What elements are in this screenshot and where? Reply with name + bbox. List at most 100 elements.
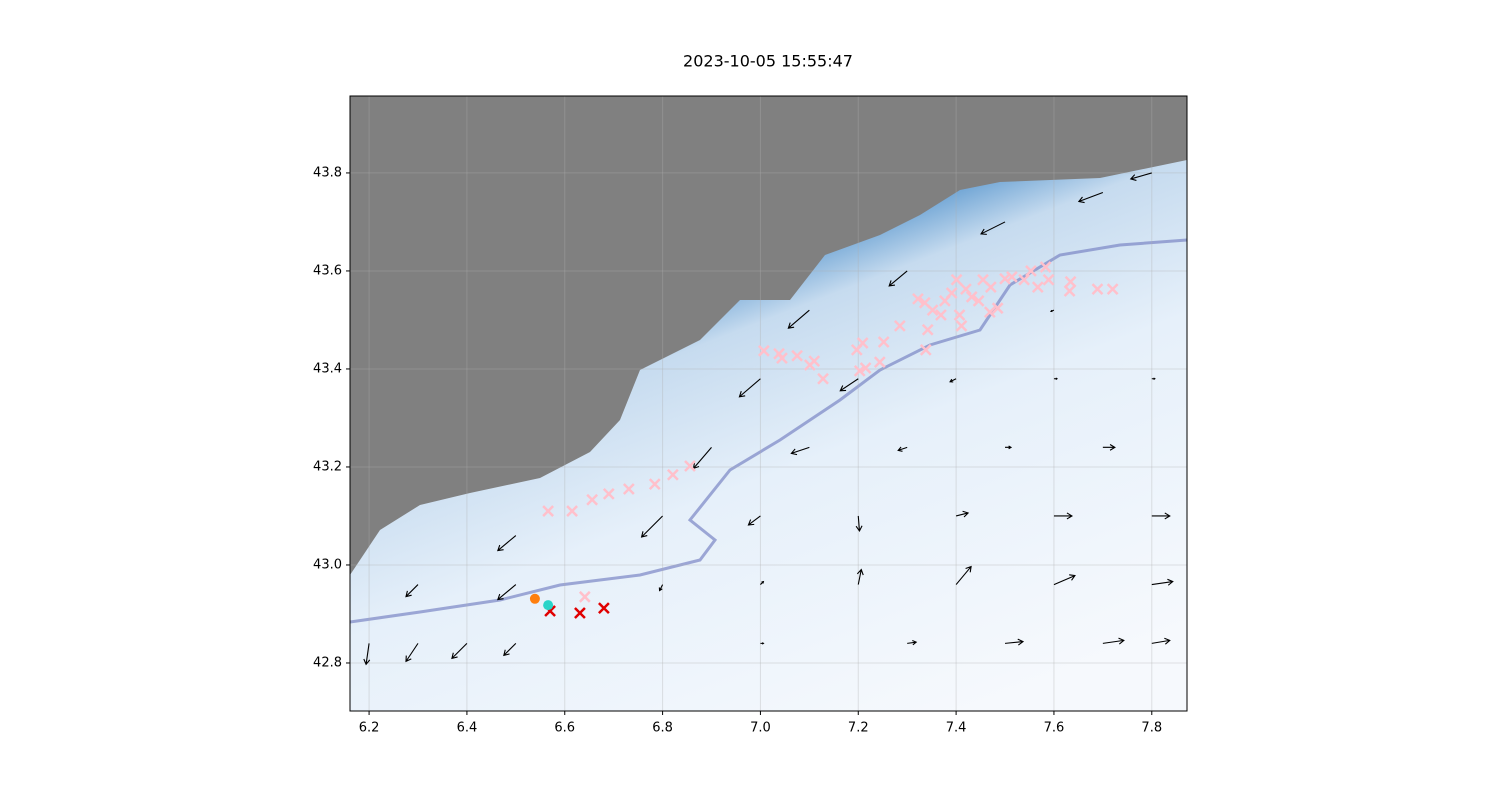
current-arrow	[897, 446, 908, 452]
x-tick-label: 7.4	[946, 721, 967, 736]
sea	[350, 160, 1187, 711]
current-arrow	[640, 515, 663, 538]
current-arrow	[955, 565, 972, 585]
cross-marker	[919, 343, 932, 356]
current-arrow	[1049, 309, 1055, 313]
cross-marker	[984, 281, 997, 293]
current-arrow	[1151, 377, 1156, 380]
cross-marker	[586, 493, 599, 506]
current-arrow	[1151, 637, 1171, 645]
current-arrow	[658, 584, 664, 592]
current-arrow	[855, 515, 863, 533]
current-arrow	[1102, 444, 1116, 451]
cross-marker	[1064, 275, 1077, 288]
isobath	[350, 238, 1187, 624]
cross-marker	[853, 365, 866, 377]
current-arrow	[1004, 638, 1025, 646]
current-arrow	[451, 642, 468, 660]
cross-marker	[972, 294, 985, 307]
current-arrow	[1151, 512, 1171, 520]
x-tick-label: 6.4	[457, 721, 478, 736]
current-arrow	[787, 309, 810, 329]
y-tick-label: 43.6	[313, 263, 342, 278]
cross-marker	[856, 337, 869, 349]
cross-marker	[602, 488, 615, 500]
cross-marker	[965, 291, 978, 303]
current-arrow	[790, 446, 810, 456]
cross-marker	[757, 344, 770, 357]
x-tick-label: 7.8	[1141, 721, 1162, 736]
current-arrow	[405, 584, 419, 598]
cross-marker	[877, 336, 890, 348]
cross-marker	[1025, 265, 1037, 277]
y-tick-label: 43.4	[313, 361, 342, 376]
y-tick-label: 43.2	[313, 459, 342, 474]
dot-marker	[529, 593, 540, 604]
cross-marker	[817, 372, 829, 385]
cross-marker	[1106, 283, 1119, 295]
cross-marker	[648, 478, 661, 490]
cross-marker	[1091, 283, 1104, 295]
cross-marker	[1031, 281, 1044, 293]
cross-marker	[1018, 273, 1030, 286]
cross-marker	[859, 362, 872, 374]
x-tick-label: 7.0	[750, 721, 771, 736]
current-arrow	[1005, 445, 1013, 450]
current-arrow	[497, 584, 517, 601]
cross-marker	[776, 352, 788, 365]
current-arrow	[747, 515, 761, 526]
plot-frame	[349, 95, 1188, 712]
cross-marker	[953, 309, 966, 321]
cross-marker	[666, 468, 679, 481]
cross-marker	[935, 309, 947, 321]
current-arrow	[1053, 512, 1074, 520]
current-arrow	[1129, 172, 1152, 181]
current-arrow	[1151, 578, 1174, 586]
chart-title: 2023-10-05 15:55:47	[683, 52, 853, 71]
cross-marker	[921, 323, 934, 336]
cross-marker	[991, 302, 1004, 315]
cross-marker	[622, 483, 635, 495]
cross-marker	[1039, 261, 1052, 273]
cross-marker	[566, 505, 578, 517]
x-tick-label: 7.2	[848, 721, 869, 736]
cross-marker	[873, 356, 886, 368]
x-tick-label: 6.6	[554, 721, 575, 736]
cross-marker	[542, 505, 555, 517]
cross-marker	[893, 319, 906, 332]
current-arrow	[760, 642, 765, 645]
current-arrow	[980, 221, 1006, 235]
cross-marker	[950, 273, 963, 286]
dot-marker	[543, 600, 554, 611]
current-arrow	[738, 378, 761, 398]
x-tick-label: 6.8	[652, 721, 673, 736]
cross-marker	[808, 355, 821, 367]
cross-marker	[1005, 270, 1018, 283]
current-arrow	[907, 639, 918, 646]
current-arrow	[949, 378, 957, 383]
y-tick-label: 42.8	[313, 655, 342, 670]
y-tick-label: 43.8	[313, 165, 342, 180]
current-arrow	[856, 568, 864, 585]
current-arrow	[1077, 192, 1104, 204]
current-arrow	[1053, 574, 1076, 586]
cross-marker	[926, 304, 939, 317]
current-arrow	[405, 643, 419, 663]
map-background	[350, 96, 1187, 711]
current-arrow	[503, 642, 517, 657]
y-tick-label: 43.0	[313, 557, 342, 572]
current-arrow	[1053, 377, 1059, 380]
current-arrow	[497, 535, 517, 552]
current-arrow	[760, 580, 765, 585]
cross-marker	[598, 602, 610, 614]
cross-marker	[578, 590, 591, 603]
cross-marker	[945, 287, 958, 299]
marks	[363, 172, 1174, 666]
x-tick-label: 6.2	[359, 721, 380, 736]
grid	[350, 96, 1187, 711]
cross-marker	[791, 349, 804, 362]
cross-marker	[1063, 285, 1076, 297]
cross-marker	[955, 319, 968, 332]
